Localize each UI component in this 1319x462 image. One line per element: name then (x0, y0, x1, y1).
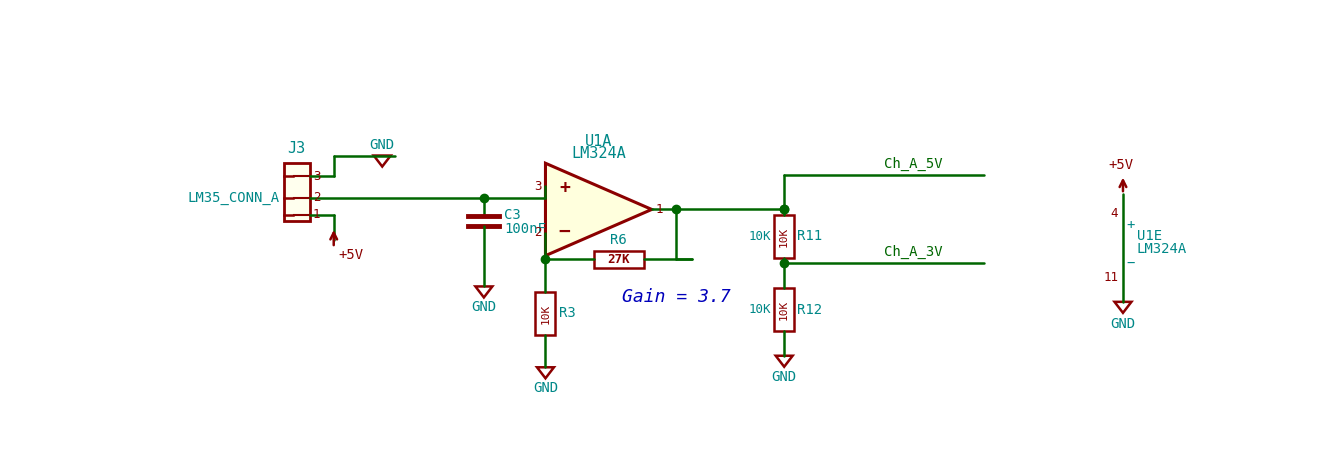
Text: R3: R3 (558, 306, 575, 320)
Text: GND: GND (1111, 317, 1136, 331)
Text: 3: 3 (534, 180, 542, 193)
Text: 2: 2 (534, 226, 542, 239)
Text: +: + (559, 179, 570, 197)
Text: −: − (559, 221, 571, 241)
Text: C3: C3 (504, 208, 521, 222)
Text: 10K: 10K (749, 303, 772, 316)
Text: LM324A: LM324A (1137, 243, 1187, 256)
Text: R6: R6 (611, 233, 627, 247)
FancyBboxPatch shape (774, 288, 794, 331)
Text: +: + (1126, 218, 1134, 232)
Text: 1: 1 (656, 203, 663, 216)
Text: 10K: 10K (749, 230, 772, 243)
Text: GND: GND (471, 300, 496, 314)
Text: LM324A: LM324A (571, 146, 627, 161)
Text: Ch_A_3V: Ch_A_3V (884, 245, 943, 260)
Text: LM35_CONN_A: LM35_CONN_A (187, 191, 280, 205)
Polygon shape (546, 163, 652, 255)
FancyBboxPatch shape (284, 163, 310, 221)
Text: 2: 2 (313, 191, 321, 204)
Text: Gain = 3.7: Gain = 3.7 (623, 288, 731, 306)
FancyBboxPatch shape (774, 215, 794, 258)
Text: +5V: +5V (1109, 158, 1134, 172)
Text: 100nF: 100nF (504, 222, 546, 236)
Text: 10K: 10K (780, 226, 789, 247)
Text: Ch_A_5V: Ch_A_5V (884, 157, 943, 171)
Text: GND: GND (772, 370, 797, 383)
Text: J3: J3 (288, 140, 306, 156)
Text: U1E: U1E (1137, 230, 1162, 243)
Text: 10K: 10K (541, 303, 550, 323)
Text: R12: R12 (797, 303, 822, 316)
Text: +5V: +5V (339, 248, 364, 262)
Text: 11: 11 (1104, 271, 1119, 284)
Text: GND: GND (533, 381, 558, 395)
Text: GND: GND (369, 138, 394, 152)
Text: 10K: 10K (780, 299, 789, 320)
Text: U1A: U1A (584, 134, 612, 149)
Text: 1: 1 (313, 208, 321, 221)
FancyBboxPatch shape (594, 251, 644, 268)
Text: 4: 4 (1111, 207, 1119, 220)
Text: −: − (1126, 256, 1134, 270)
Text: R11: R11 (797, 230, 822, 243)
FancyBboxPatch shape (536, 292, 555, 335)
Text: 27K: 27K (607, 253, 630, 266)
Text: 3: 3 (313, 170, 321, 183)
